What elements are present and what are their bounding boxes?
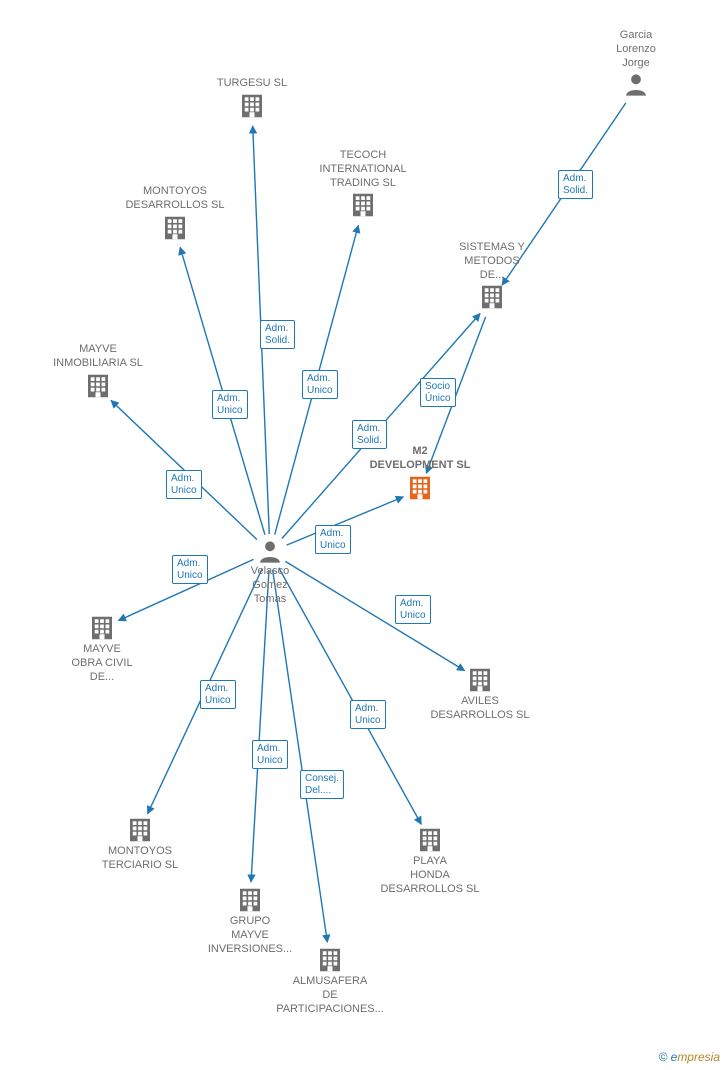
edge-label: Consej. Del.... [300,770,344,799]
node-label: Garcia Lorenzo Jorge [576,29,696,70]
node-montoyosT[interactable]: MONTOYOS TERCIARIO SL [80,815,200,873]
node-label: SISTEMAS Y METODOS DE... [432,241,552,282]
node-montoyos[interactable]: MONTOYOS DESARROLLOS SL [115,185,235,243]
edge-label: Adm. Unico [200,680,236,709]
copyright-text: empresia [671,1050,720,1064]
edge-label: Adm. Solid. [260,320,295,349]
node-label: TECOCH INTERNATIONAL TRADING SL [303,149,423,190]
node-label: MAYVE OBRA CIVIL DE... [42,643,162,684]
person-icon [622,70,650,98]
node-label: TURGESU SL [192,77,312,91]
edge-label: Adm. Solid. [352,420,387,449]
edge-label: Adm. Unico [172,555,208,584]
node-label: M2 DEVELOPMENT SL [360,445,480,473]
edge-label: Adm. Unico [315,525,351,554]
building-icon [465,665,495,695]
building-icon [477,282,507,312]
node-label: MONTOYOS DESARROLLOS SL [115,185,235,213]
person-icon [256,537,284,565]
node-playa[interactable]: PLAYA HONDA DESARROLLOS SL [370,825,490,896]
building-icon [315,945,345,975]
node-label: MONTOYOS TERCIARIO SL [80,845,200,873]
node-label: MAYVE INMOBILIARIA SL [38,343,158,371]
building-icon [87,613,117,643]
edge-label: Adm. Unico [166,470,202,499]
node-mayveinm[interactable]: MAYVE INMOBILIARIA SL [38,343,158,401]
node-label: PLAYA HONDA DESARROLLOS SL [370,855,490,896]
node-velasco[interactable]: Velasco Gomez Tomas [210,537,330,606]
copyright-symbol: © [658,1050,667,1064]
edge-label: Socio Único [420,378,456,407]
node-label: ALMUSAFERA DE PARTICIPACIONES... [270,975,390,1016]
node-tecoch[interactable]: TECOCH INTERNATIONAL TRADING SL [303,149,423,220]
edge-label: Adm. Unico [302,370,338,399]
node-almusafera[interactable]: ALMUSAFERA DE PARTICIPACIONES... [270,945,390,1016]
edge-label: Adm. Unico [395,595,431,624]
edge-label: Adm. Unico [212,390,248,419]
building-icon [415,825,445,855]
copyright: © empresia [658,1050,720,1064]
building-icon [125,815,155,845]
node-aviles[interactable]: AVILES DESARROLLOS SL [420,665,540,723]
node-mayveobra[interactable]: MAYVE OBRA CIVIL DE... [42,613,162,684]
node-label: AVILES DESARROLLOS SL [420,695,540,723]
edge-line [251,570,269,882]
node-turgesu[interactable]: TURGESU SL [192,77,312,121]
node-garcia[interactable]: Garcia Lorenzo Jorge [576,29,696,98]
building-icon [235,885,265,915]
node-sistemas[interactable]: SISTEMAS Y METODOS DE... [432,241,552,312]
edge-label: Adm. Unico [252,740,288,769]
building-icon [83,371,113,401]
edge-label: Adm. Solid. [558,170,593,199]
building-icon [405,473,435,503]
building-icon [348,190,378,220]
building-icon [160,213,190,243]
building-icon [237,91,267,121]
node-m2[interactable]: M2 DEVELOPMENT SL [360,445,480,503]
edge-label: Adm. Unico [350,700,386,729]
node-label: Velasco Gomez Tomas [210,565,330,606]
